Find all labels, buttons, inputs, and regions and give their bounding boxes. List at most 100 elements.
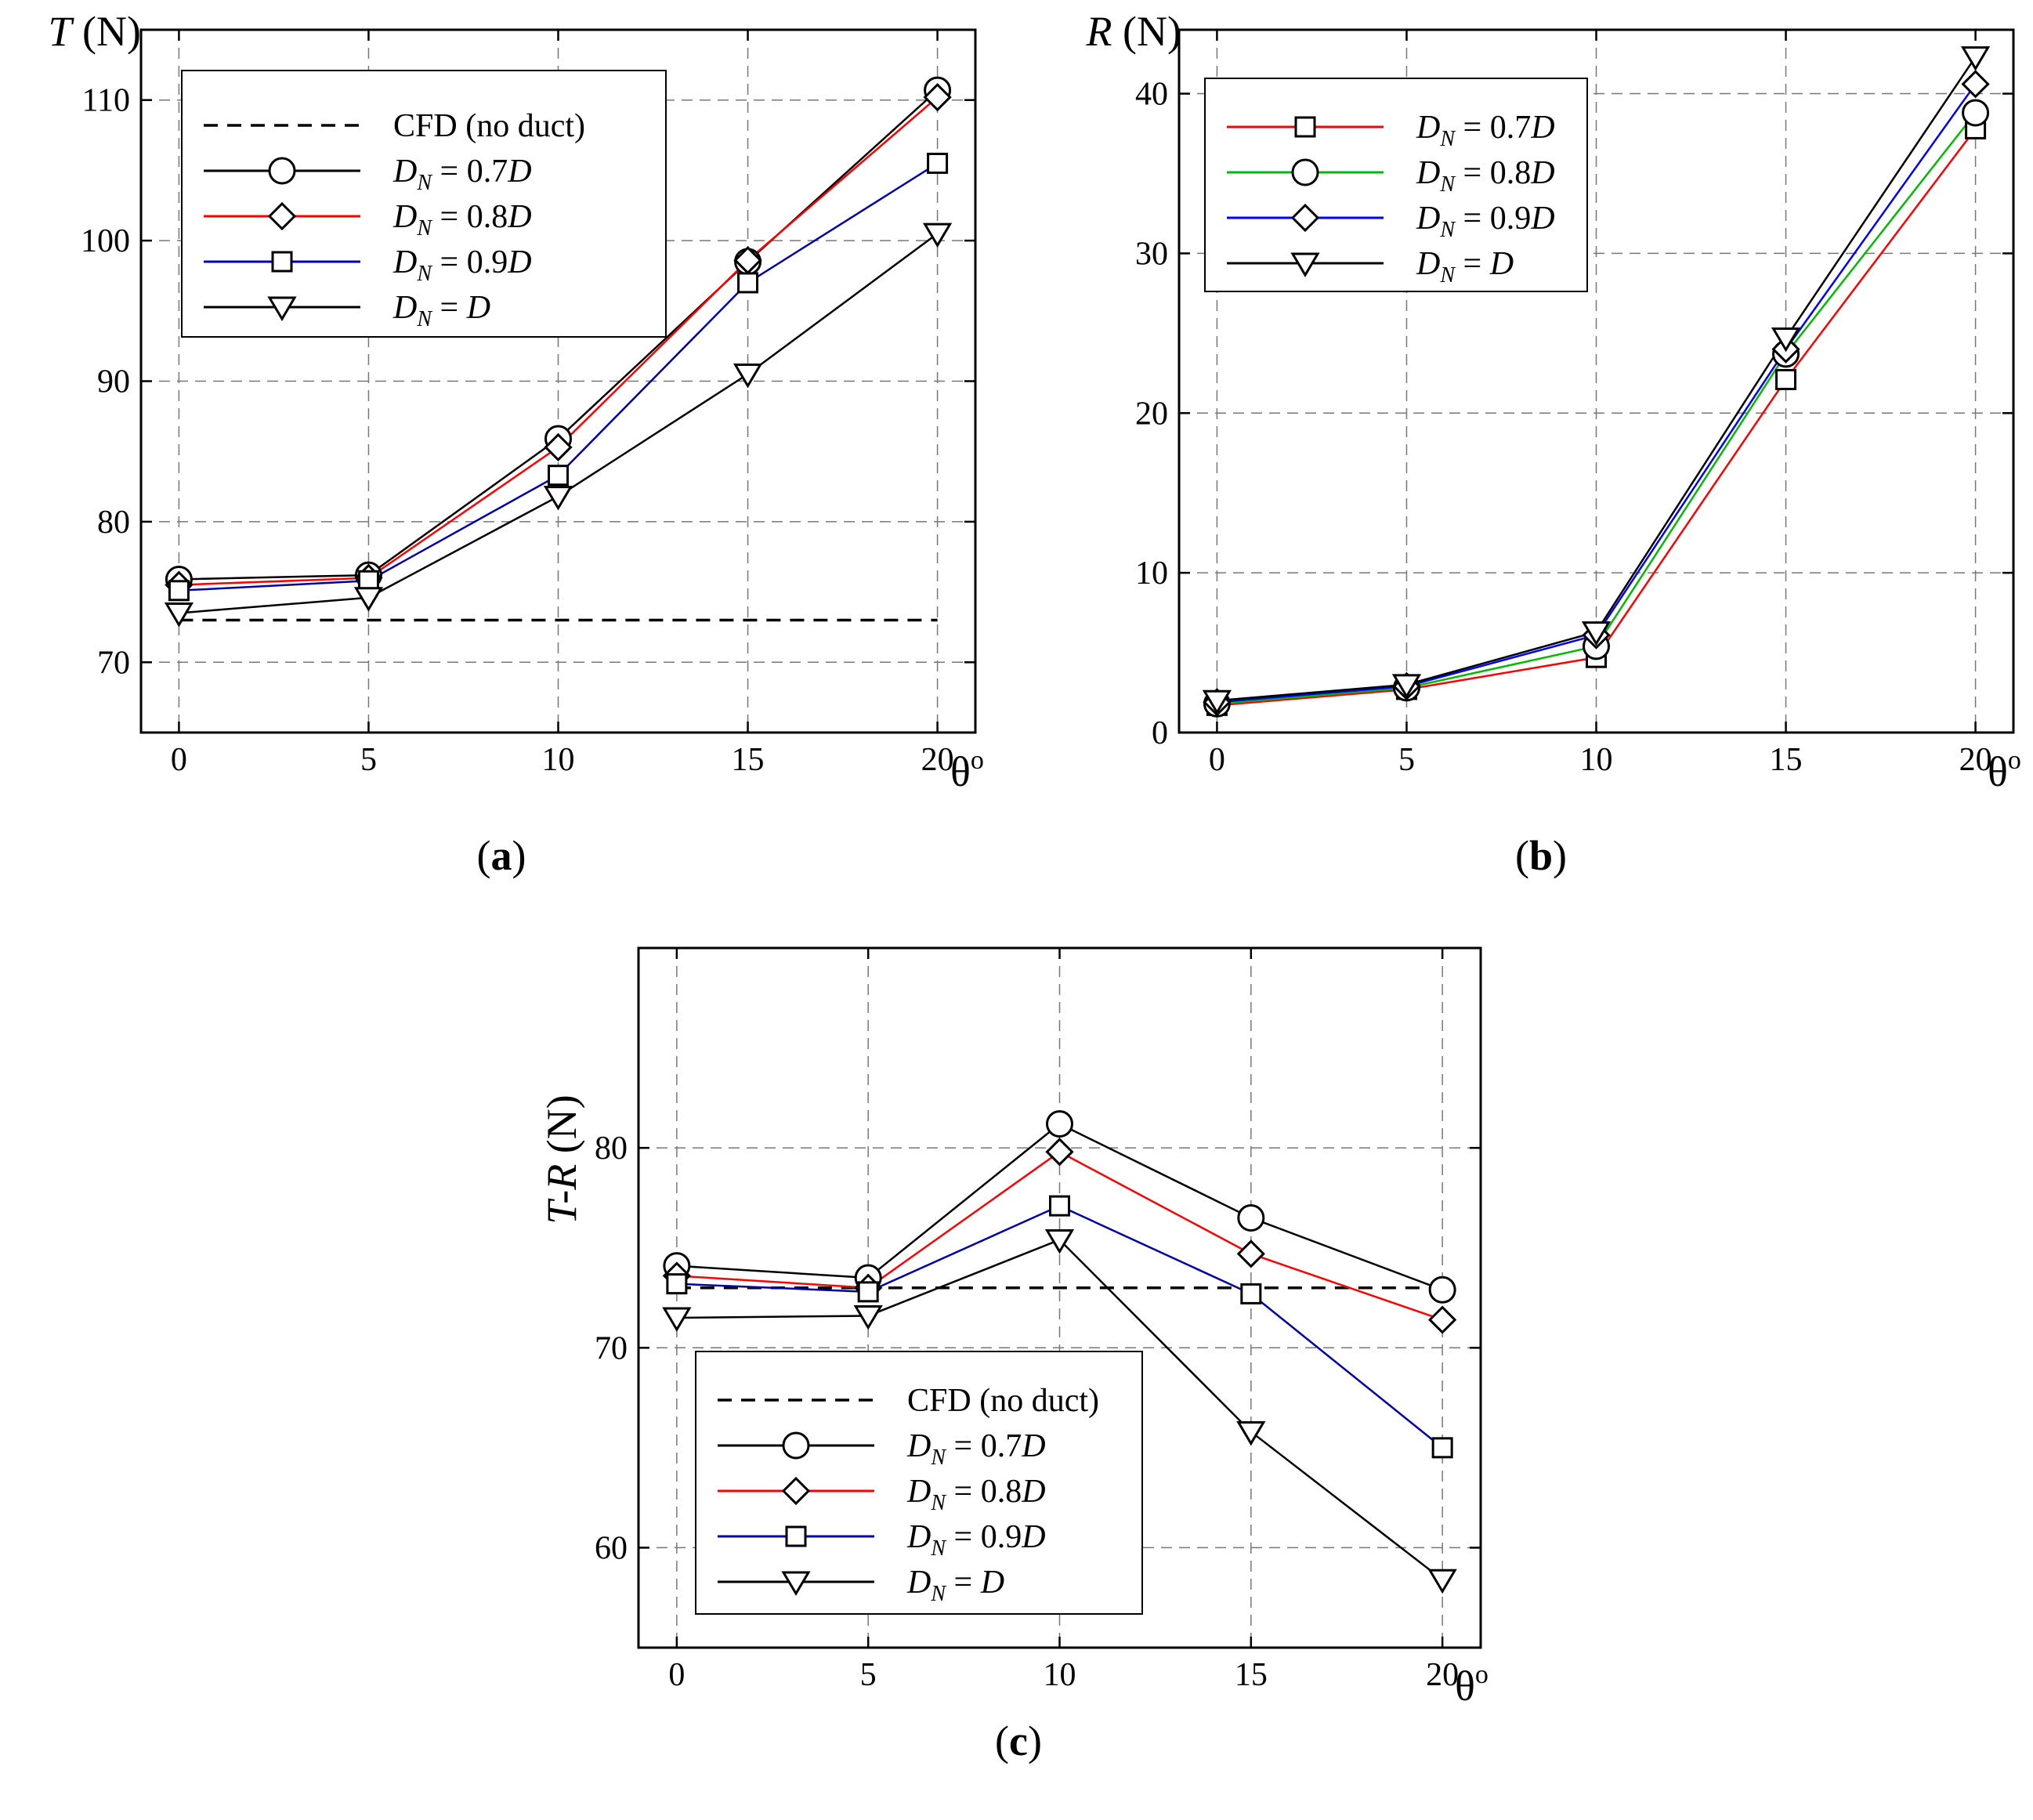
series-3-point — [666, 1273, 688, 1295]
series-3-point — [1240, 1283, 1262, 1304]
legend-marker-4 — [267, 296, 297, 321]
y-axis-label-var: T — [48, 8, 74, 55]
legend-label-4: DN = D — [392, 290, 490, 331]
panel-caption-close: ) — [1553, 832, 1567, 879]
series-2-point — [544, 432, 573, 461]
legend-label-d: D — [507, 199, 531, 235]
legend-label-eq: = 0.8 — [432, 199, 508, 235]
legend-label-sub: N — [416, 307, 432, 331]
x-tick-label: 15 — [1235, 1657, 1268, 1693]
legend-label-var: D — [1416, 246, 1440, 282]
legend-box — [181, 70, 667, 338]
x-tick-label: 15 — [1770, 742, 1803, 778]
y-tick-label: 100 — [81, 223, 130, 259]
legend-label-2: DN = 0.8D — [906, 1474, 1046, 1515]
series-2-point — [1428, 1305, 1457, 1334]
legend-marker-1 — [1291, 158, 1319, 186]
legend-label-var: D — [392, 290, 417, 326]
legend-label-sub: N — [1439, 127, 1456, 151]
legend-label-d: D — [1021, 1519, 1045, 1555]
panel-caption: (c) — [995, 1717, 1042, 1764]
legend-label-sub: N — [930, 1446, 946, 1470]
legend-label-eq: = — [432, 290, 467, 326]
y-tick-label: 70 — [97, 645, 130, 681]
y-tick-label: 110 — [82, 83, 130, 119]
panel-caption-letter: c — [1009, 1717, 1028, 1764]
legend-label-eq: = — [1455, 246, 1490, 282]
y-tick-label: 40 — [1135, 77, 1168, 113]
legend-label-sub: N — [930, 1491, 946, 1515]
series-4-point — [733, 364, 763, 389]
legend-label-3: DN = D — [1416, 246, 1514, 288]
legend-label-var: D — [1416, 110, 1440, 146]
y-axis-label-unit: (N) — [538, 1095, 585, 1163]
x-tick-label: 5 — [360, 742, 377, 778]
legend-label-eq: = 0.9 — [432, 244, 508, 280]
legend-label-sub: N — [416, 216, 432, 241]
panel-caption: (b) — [1515, 832, 1567, 879]
legend-label-eq: = 0.8 — [946, 1474, 1022, 1510]
y-axis-label: T (N) — [48, 8, 141, 55]
series-3-point — [1581, 621, 1612, 646]
series-4-point — [1044, 1229, 1075, 1254]
legend-marker-3 — [271, 251, 293, 273]
series-2-point — [1961, 70, 1990, 99]
panel-caption-letter: a — [491, 832, 512, 879]
legend-label-d: D — [1021, 1474, 1045, 1510]
legend-label-0: DN = 0.7D — [1416, 110, 1555, 151]
series-3-point — [857, 1281, 879, 1303]
legend-label-3: DN = 0.9D — [392, 244, 532, 286]
y-tick-label: 70 — [595, 1330, 628, 1366]
y-tick-label: 20 — [1135, 396, 1168, 432]
x-axis-label: θo — [1988, 746, 2021, 795]
legend-label-d: D — [507, 154, 531, 190]
x-tick-label: 0 — [668, 1657, 685, 1693]
series-3-point — [1771, 327, 1801, 353]
y-axis-label-var: T-R — [538, 1164, 585, 1225]
legend-marker-1 — [782, 1431, 810, 1460]
x-tick-label: 0 — [171, 742, 187, 778]
legend-label-sub: N — [416, 171, 432, 195]
legend-label-2: DN = 0.9D — [1416, 201, 1555, 242]
legend-label-eq: = 0.7 — [432, 154, 508, 190]
legend-label-1: DN = 0.8D — [1416, 155, 1555, 197]
series-3-point — [737, 272, 759, 294]
legend-marker-2 — [781, 1476, 811, 1506]
x-tick-label: 5 — [1398, 742, 1415, 778]
legend-label-d: D — [1530, 110, 1554, 146]
series-4-point — [662, 1307, 692, 1332]
x-tick-label: 10 — [1044, 1657, 1076, 1693]
series-3-point — [1960, 46, 1991, 71]
x-tick-label: 20 — [1959, 742, 1992, 778]
panel-caption-open: ( — [477, 832, 491, 879]
legend-label-sub: N — [930, 1582, 946, 1606]
legend-label-eq: = 0.9 — [946, 1519, 1022, 1555]
legend-marker-4 — [781, 1571, 811, 1596]
x-axis-label: θo — [950, 746, 984, 795]
y-axis-label: R (N) — [1086, 8, 1181, 55]
x-axis-label-theta: θ — [950, 748, 971, 795]
legend-label-sub: N — [1439, 172, 1456, 197]
legend-label-sub: N — [1439, 218, 1456, 242]
x-tick-label: 20 — [921, 742, 954, 778]
x-axis-label-degree: o — [971, 746, 984, 775]
legend-label-eq: = 0.7 — [946, 1428, 1022, 1464]
x-tick-label: 10 — [1580, 742, 1613, 778]
legend-label-d: D — [1530, 155, 1554, 191]
series-3-point — [927, 152, 949, 174]
panel-caption-open: ( — [995, 1717, 1009, 1764]
legend-marker-2 — [1290, 203, 1320, 233]
y-tick-label: 0 — [1152, 715, 1168, 751]
legend-label-d: D — [466, 290, 490, 326]
legend-label-1: DN = 0.7D — [906, 1428, 1046, 1470]
legend-marker-0 — [1294, 116, 1316, 138]
legend-label-d: D — [1530, 201, 1554, 237]
y-tick-label: 10 — [1135, 555, 1168, 592]
series-3-point — [168, 580, 190, 602]
legend-label-text: CFD (no duct) — [393, 108, 585, 144]
panel-caption-letter: b — [1529, 832, 1553, 879]
x-axis-label-degree: o — [2008, 746, 2021, 775]
